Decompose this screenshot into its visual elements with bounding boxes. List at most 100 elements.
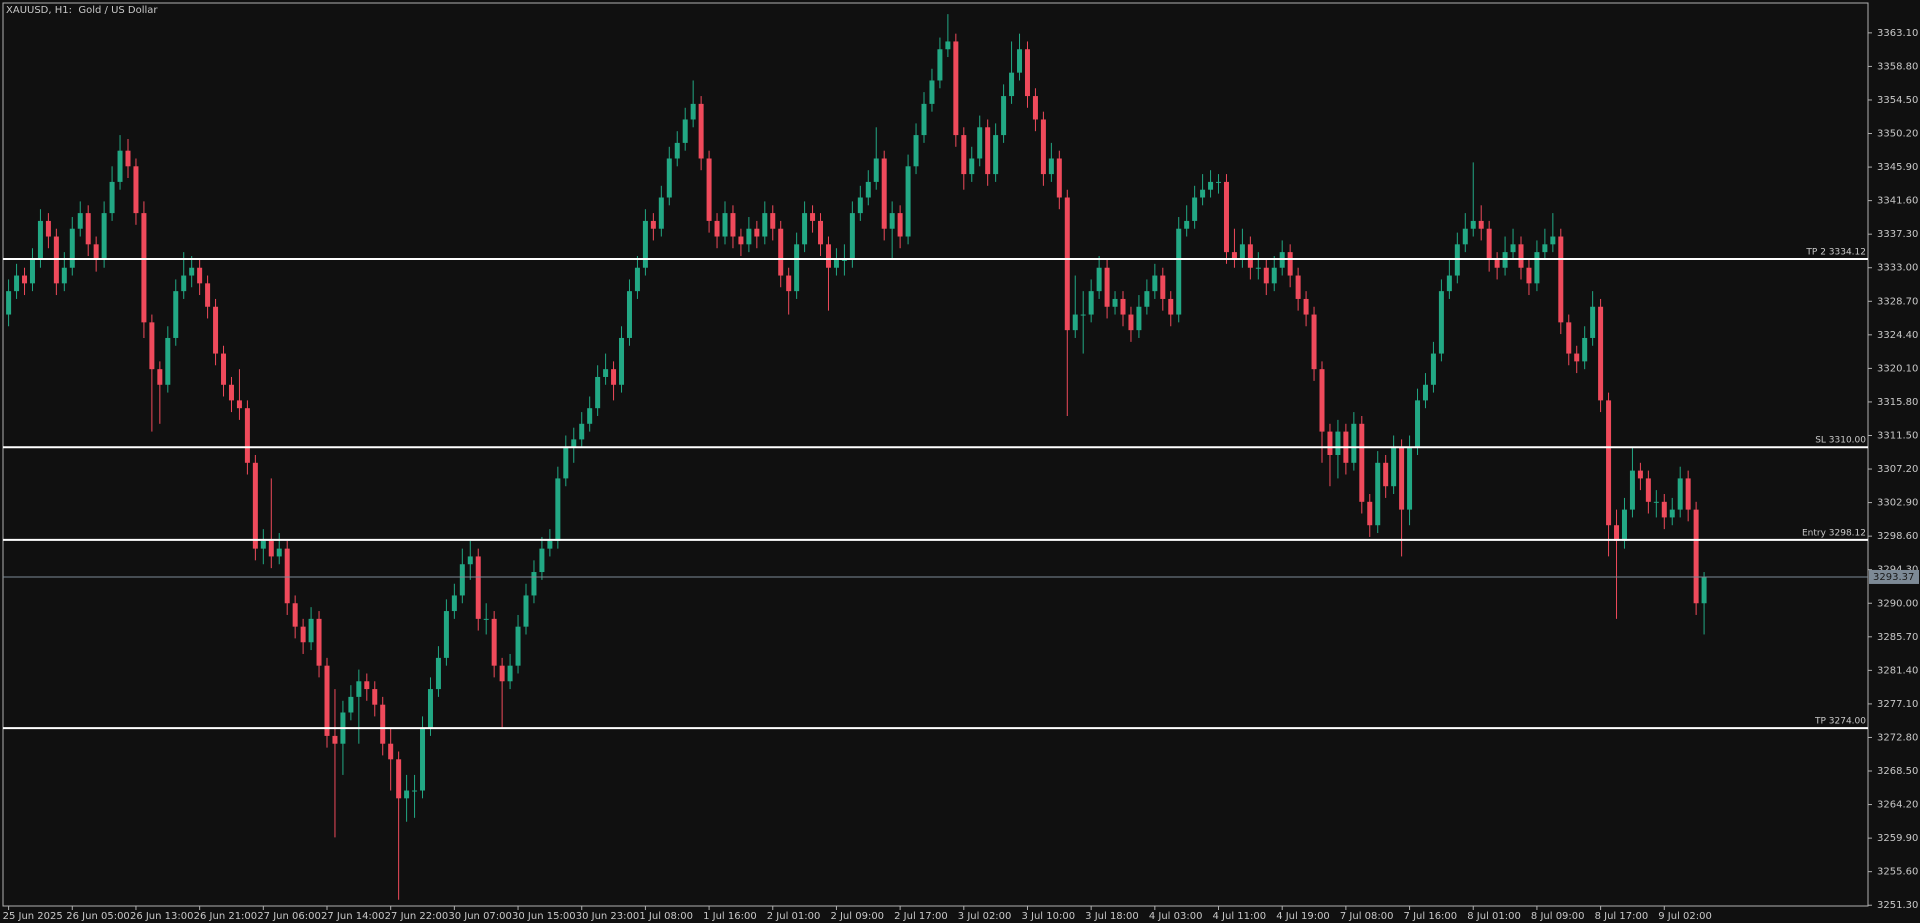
- candle-body: [1144, 291, 1150, 307]
- candle-body: [1168, 298, 1174, 315]
- x-tick-label: 4 Jul 11:00: [1213, 911, 1267, 922]
- candle-body: [770, 213, 776, 229]
- candle-body: [1009, 72, 1015, 97]
- candle-body: [1192, 197, 1198, 221]
- candle-body: [1542, 244, 1548, 253]
- candle-body: [221, 353, 227, 385]
- y-tick-label: 3328.70: [1877, 296, 1918, 307]
- candle-body: [1494, 259, 1500, 268]
- candle-body: [1200, 189, 1206, 198]
- candle-body: [364, 681, 370, 690]
- candle-body: [380, 704, 386, 744]
- candle-body: [141, 213, 147, 323]
- candle-body: [1319, 369, 1325, 432]
- y-tick-label: 3341.60: [1877, 196, 1918, 207]
- current-price-label: 3293.37: [1873, 572, 1914, 583]
- candle-body: [921, 103, 927, 136]
- candle-body: [1072, 314, 1078, 331]
- candle-body: [1231, 252, 1237, 260]
- candle-body: [1629, 470, 1635, 510]
- y-tick-label: 3251.30: [1877, 900, 1918, 911]
- candle-body: [1032, 96, 1038, 120]
- candle-body: [459, 564, 465, 596]
- candle-body: [205, 283, 211, 307]
- level-label: TP 2 3334.12: [1805, 247, 1866, 257]
- candle-body: [499, 665, 505, 682]
- candle-body: [969, 158, 975, 175]
- candle-body: [427, 689, 433, 729]
- candle-body: [1088, 291, 1094, 315]
- candle-body: [794, 244, 800, 292]
- candle-body: [746, 228, 752, 245]
- candle-body: [388, 743, 394, 760]
- candle-body: [818, 220, 824, 245]
- candle-body: [841, 259, 847, 261]
- y-tick-label: 3320.10: [1877, 363, 1918, 374]
- candle-body: [1287, 252, 1293, 276]
- candle-body: [308, 618, 314, 643]
- candle-body: [985, 127, 991, 175]
- chart-title: XAUUSD, H1: Gold / US Dollar: [6, 5, 158, 16]
- candle-body: [1096, 267, 1102, 292]
- candle-body: [1590, 306, 1596, 338]
- candle-body: [706, 158, 712, 221]
- candle-body: [563, 447, 569, 479]
- candle-body: [571, 439, 577, 448]
- candle-body: [865, 181, 871, 198]
- y-tick-label: 3311.50: [1877, 430, 1918, 441]
- candle-body: [754, 228, 760, 237]
- candle-body: [523, 595, 529, 627]
- candle-body: [276, 548, 282, 557]
- x-tick-label: 25 Jun 2025: [3, 911, 63, 922]
- candle-body: [14, 275, 20, 292]
- x-tick-label: 30 Jun 15:00: [512, 911, 576, 922]
- candle-body: [929, 80, 935, 104]
- candle-body: [1486, 228, 1492, 260]
- candle-body: [1056, 158, 1062, 198]
- candle-body: [1645, 478, 1651, 502]
- candle-body: [109, 181, 115, 214]
- x-tick-label: 30 Jun 07:00: [448, 911, 512, 922]
- candle-body: [236, 400, 242, 409]
- candle-body: [1534, 252, 1540, 284]
- candle-body: [157, 369, 163, 385]
- x-tick-label: 7 Jul 08:00: [1340, 911, 1394, 922]
- candle-body: [133, 166, 139, 214]
- candle-body: [1351, 423, 1357, 463]
- candle-body: [1470, 220, 1476, 229]
- candle-body: [810, 213, 816, 221]
- candle-body: [587, 408, 593, 424]
- candle-body: [690, 103, 696, 120]
- candle-body: [1136, 306, 1142, 331]
- candle-body: [889, 213, 895, 229]
- candle-body: [125, 150, 131, 167]
- y-tick-label: 3268.50: [1877, 766, 1918, 777]
- candle-body: [642, 220, 648, 268]
- candle-body: [316, 618, 322, 666]
- candle-body: [420, 728, 426, 791]
- candle-body: [1510, 244, 1516, 253]
- candle-body: [173, 291, 179, 338]
- y-tick-label: 3272.80: [1877, 732, 1918, 743]
- candle-body: [1693, 509, 1699, 604]
- candle-body: [1104, 267, 1110, 307]
- candle-body: [1685, 478, 1691, 510]
- candle-body: [1208, 181, 1214, 190]
- y-tick-label: 3277.10: [1877, 699, 1918, 710]
- candle-body: [945, 41, 951, 50]
- candle-body: [1566, 322, 1572, 354]
- candle-body: [85, 213, 91, 245]
- candle-body: [714, 220, 720, 237]
- candle-body: [961, 135, 967, 175]
- y-tick-label: 3264.20: [1877, 800, 1918, 811]
- candle-body: [1359, 423, 1365, 502]
- candle-body: [1335, 431, 1341, 455]
- candle-body: [1606, 400, 1612, 526]
- candle-body: [1614, 525, 1620, 541]
- candle-body: [1160, 275, 1166, 299]
- y-tick-label: 3281.40: [1877, 665, 1918, 676]
- candle-body: [1677, 478, 1683, 510]
- candle-body: [1040, 119, 1046, 175]
- candle-body: [682, 119, 688, 143]
